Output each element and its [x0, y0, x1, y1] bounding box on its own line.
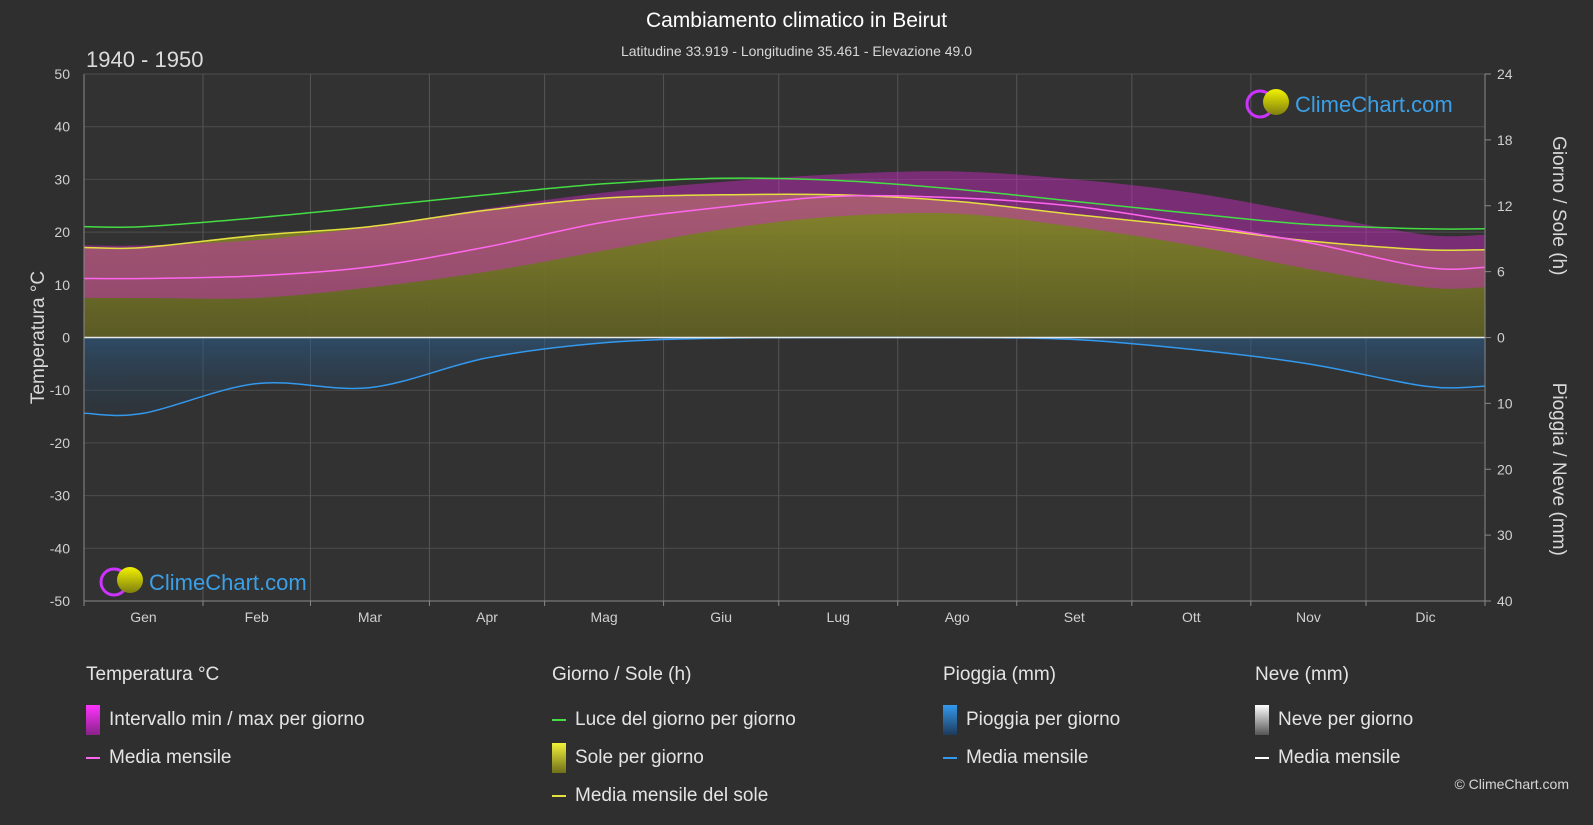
legend-swatch — [943, 757, 957, 759]
x-tick-label: Dic — [1415, 609, 1435, 625]
legend-rain: Pioggia (mm) Pioggia per giorno Media me… — [943, 664, 1120, 777]
logo-text: ClimeChart.com — [1295, 92, 1453, 117]
y-tick-label: -50 — [50, 593, 70, 609]
climate-chart: 50 40 30 20 10 0 -10 -20 -30 -40 -50 24 18 12 6 0 10 20 30… — [28, 66, 1569, 625]
period-label: 1940 - 1950 — [86, 47, 204, 72]
temperature-range-band — [84, 171, 1485, 299]
legend-item: Luce del giorno per giorno — [552, 701, 796, 739]
x-tick-label: Ago — [945, 609, 970, 625]
y2-tick-label: 24 — [1497, 66, 1513, 82]
legend-item: Media mensile — [86, 739, 365, 777]
legend-item: Media mensile — [943, 739, 1120, 777]
y-tick-label: 20 — [54, 224, 70, 240]
legend-title: Temperatura °C — [86, 664, 220, 685]
y-axis-title: Temperatura °C — [28, 271, 49, 404]
legend-title: Giorno / Sole (h) — [552, 664, 692, 685]
legend-item: Media mensile — [1255, 739, 1413, 777]
y3-tick-label: 10 — [1497, 395, 1513, 411]
temperature-mean-line — [83, 194, 1486, 280]
y-tick-label: -40 — [50, 540, 70, 556]
x-tick-label: Apr — [476, 609, 498, 625]
legend-title: Pioggia (mm) — [943, 664, 1056, 685]
legend-swatch — [1255, 757, 1269, 759]
legend-swatch — [1255, 705, 1269, 735]
copyright: © ClimeChart.com — [1454, 776, 1569, 792]
x-tick-label: Ott — [1182, 609, 1201, 625]
legend-label: Media mensile — [109, 747, 232, 768]
x-tick-label: Gen — [130, 609, 156, 625]
legend-item: Sole per giorno — [552, 739, 796, 777]
legend-label: Media mensile — [966, 747, 1089, 768]
legend-daylight-sun: Giorno / Sole (h) Luce del giorno per gi… — [552, 664, 796, 815]
y-tick-label: 30 — [54, 171, 70, 187]
chart-title: Cambiamento climatico in Beirut — [645, 9, 948, 32]
y3-tick-label: 30 — [1497, 527, 1513, 543]
climechart-logo-top: ClimeChart.com — [1245, 89, 1453, 119]
legend-label: Sole per giorno — [575, 747, 704, 768]
y3-tick-label: 20 — [1497, 461, 1513, 477]
legend-item: Pioggia per giorno — [943, 701, 1120, 739]
x-tick-label: Set — [1064, 609, 1085, 625]
legend-temperature: Temperatura °C Intervallo min / max per … — [86, 664, 365, 777]
legend-swatch — [552, 743, 566, 773]
y2-tick-label: 6 — [1497, 264, 1505, 280]
chart-subtitle: Latitudine 33.919 - Longitudine 35.461 -… — [620, 43, 973, 59]
legend-label: Intervallo min / max per giorno — [109, 709, 365, 730]
legend-swatch — [86, 705, 100, 735]
legend-label: Pioggia per giorno — [966, 709, 1121, 730]
legend-swatch — [943, 705, 957, 735]
logo-text: ClimeChart.com — [149, 570, 307, 595]
x-tick-label: Giu — [710, 609, 732, 625]
legend-swatch — [552, 719, 566, 721]
logo-globe-icon — [1263, 89, 1289, 115]
legend-label: Neve per giorno — [1278, 709, 1414, 730]
x-tick-label: Feb — [245, 609, 269, 625]
sunshine-area — [84, 194, 1485, 338]
climechart-logo-bottom: ClimeChart.com — [99, 567, 307, 597]
x-tick-label: Lug — [827, 609, 850, 625]
legend-item: Media mensile del sole — [552, 777, 796, 815]
x-tick-label: Mar — [358, 609, 382, 625]
legend-swatch — [552, 795, 566, 797]
legend-label: Media mensile — [1278, 747, 1401, 768]
legend-label: Media mensile del sole — [575, 785, 769, 806]
legend-item: Neve per giorno — [1255, 701, 1413, 739]
y-tick-label: 50 — [54, 66, 70, 82]
rain-area — [84, 337, 1485, 416]
y3-axis-title: Pioggia / Neve (mm) — [1548, 383, 1569, 556]
y2-tick-label: 0 — [1497, 330, 1505, 346]
legend-swatch — [86, 757, 100, 759]
y-tick-label: 40 — [54, 119, 70, 135]
y2-axis-title: Giorno / Sole (h) — [1548, 136, 1569, 275]
legend-title: Neve (mm) — [1255, 664, 1349, 685]
legend-item: Intervallo min / max per giorno — [86, 701, 365, 739]
logo-globe-icon — [117, 567, 143, 593]
y-tick-label: -30 — [50, 488, 70, 504]
daylight-line — [83, 177, 1486, 230]
y-tick-label: 0 — [62, 330, 70, 346]
y-tick-label: -20 — [50, 435, 70, 451]
y2-tick-label: 18 — [1497, 132, 1513, 148]
legend-snow: Neve (mm) Neve per giorno Media mensile — [1255, 664, 1413, 777]
x-tick-label: Nov — [1296, 609, 1321, 625]
y3-tick-label: 40 — [1497, 593, 1513, 609]
y-tick-label: 10 — [54, 277, 70, 293]
legend-label: Luce del giorno per giorno — [575, 709, 796, 730]
x-tick-label: Mag — [590, 609, 617, 625]
y2-tick-label: 12 — [1497, 198, 1513, 214]
y-tick-label: -10 — [50, 382, 70, 398]
